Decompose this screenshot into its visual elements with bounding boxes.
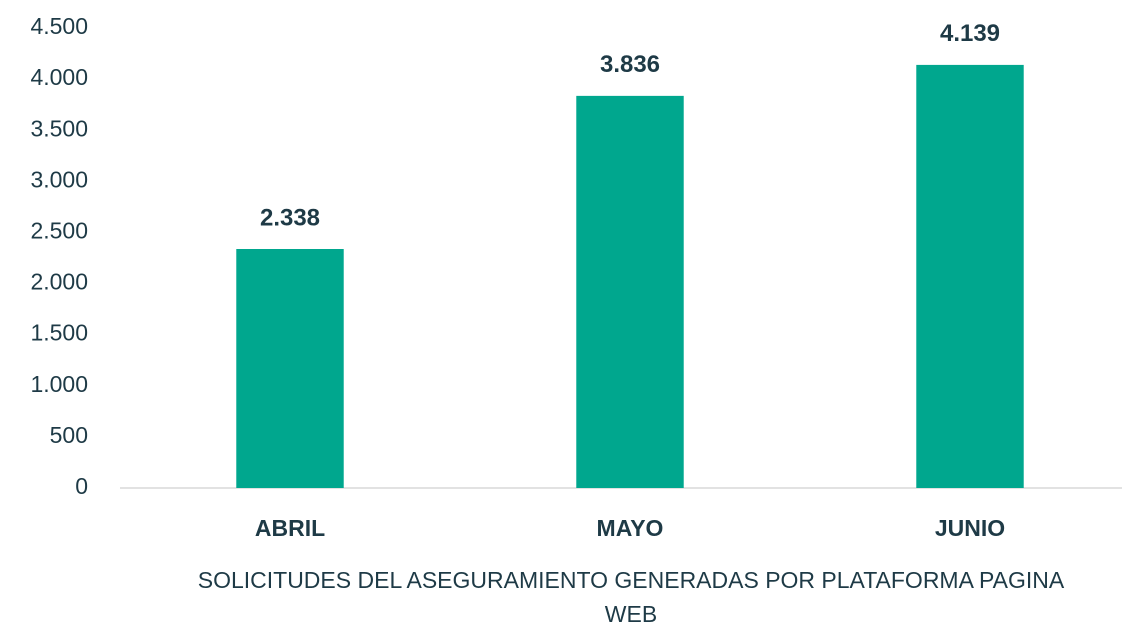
y-tick-label: 1.000 [30,371,88,397]
y-tick-label: 3.000 [30,166,88,192]
bar [236,249,344,488]
y-tick-label: 3.500 [30,115,88,141]
bar [916,64,1024,488]
y-tick-label: 2.500 [30,218,88,244]
y-tick-label: 500 [50,422,88,448]
x-tick-label: ABRIL [255,515,325,541]
y-tick-label: 4.000 [30,64,88,90]
data-label: 2.338 [260,204,320,231]
y-tick-label: 1.500 [30,320,88,346]
x-axis-label: SOLICITUDES DEL ASEGURAMIENTO GENERADAS … [197,567,1065,625]
data-label: 4.139 [940,20,1000,47]
bar [576,95,684,489]
x-tick-label: JUNIO [935,515,1005,541]
y-tick-label: 0 [75,473,88,499]
x-tick-label: MAYO [597,515,664,541]
y-tick-label: 2.000 [30,269,88,295]
y-tick-label: 4.500 [30,13,88,39]
data-label: 3.836 [600,51,660,78]
